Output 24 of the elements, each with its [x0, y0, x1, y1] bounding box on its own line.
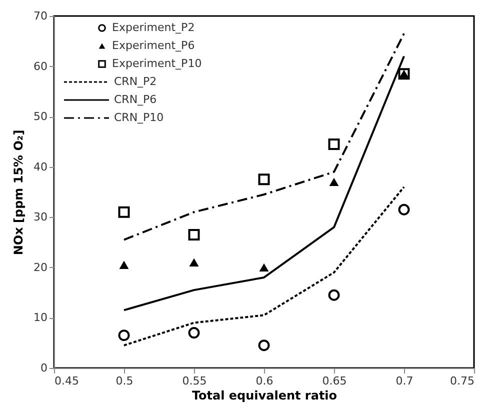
legend-label: Experiment_P10	[112, 57, 202, 70]
y-tick-label: 70	[34, 10, 48, 22]
y-tick-label: 20	[34, 260, 48, 274]
legend-label: CRN_P6	[114, 93, 157, 106]
x-tick-label: 0.5	[116, 374, 134, 388]
y-tick-label: 50	[34, 110, 48, 124]
legend-label: CRN_P10	[114, 111, 164, 124]
x-tick-label: 0.7	[396, 374, 414, 388]
x-tick-label: 0.55	[182, 374, 207, 388]
y-tick-label: 40	[34, 160, 48, 174]
x-tick-label: 0.65	[322, 374, 347, 388]
y-tick-label: 10	[34, 311, 48, 324]
y-axis-title: NOx [ppm 15% O₂]	[12, 130, 26, 256]
x-tick-label: 0.45	[54, 374, 79, 388]
x-axis-title: Total equivalent ratio	[192, 388, 338, 402]
y-tick-label: 60	[34, 60, 48, 73]
line-series	[123, 186, 405, 346]
legend-label: Experiment_P6	[112, 39, 195, 52]
y-tick-label: 30	[34, 210, 48, 224]
y-tick-label: 0	[40, 362, 48, 374]
x-tick-label: 0.6	[256, 374, 274, 388]
x-tick-label: 0.75	[450, 374, 474, 388]
legend-label: Experiment_P2	[112, 21, 195, 34]
legend-label: CRN_P2	[114, 75, 157, 88]
